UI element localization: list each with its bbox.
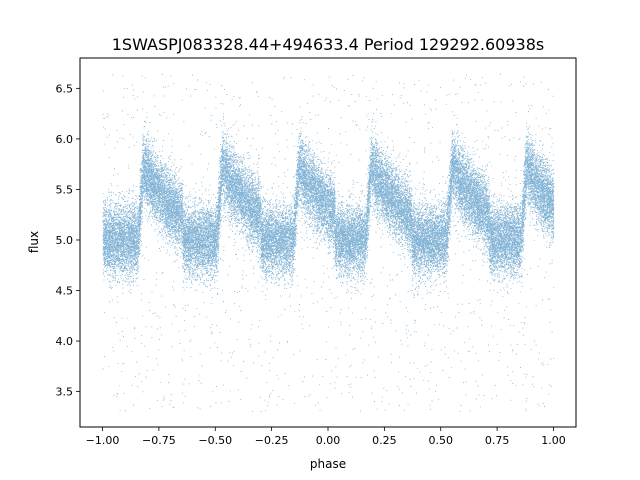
x-tick-label: 0.75 — [485, 434, 510, 447]
y-axis-ticks: 3.5 4.0 4.5 5.0 5.5 6.0 6.5 — [56, 82, 80, 399]
x-tick-label: −1.00 — [86, 434, 120, 447]
y-tick-label: 5.5 — [56, 183, 74, 196]
scatter-points — [102, 73, 555, 412]
y-axis-label: flux — [27, 231, 41, 253]
x-tick-label: −0.50 — [198, 434, 232, 447]
x-axis-label: phase — [310, 457, 346, 471]
x-tick-label: 0.00 — [316, 434, 341, 447]
y-tick-label: 5.0 — [56, 234, 74, 247]
y-tick-label: 6.0 — [56, 133, 74, 146]
y-tick-label: 4.5 — [56, 285, 74, 298]
data-point-cloud — [102, 73, 555, 412]
chart-title: 1SWASPJ083328.44+494633.4 Period 129292.… — [112, 35, 544, 54]
x-tick-label: 0.25 — [372, 434, 397, 447]
y-tick-label: 6.5 — [56, 82, 74, 95]
x-tick-label: 1.00 — [541, 434, 566, 447]
y-tick-label: 4.0 — [56, 335, 74, 348]
x-tick-label: −0.25 — [255, 434, 289, 447]
x-axis-ticks: −1.00 −0.75 −0.50 −0.25 0.00 0.25 0.50 0.75 1.00 — [86, 427, 566, 447]
y-tick-label: 3.5 — [56, 386, 74, 399]
x-tick-label: −0.75 — [142, 434, 176, 447]
x-tick-label: 0.50 — [428, 434, 453, 447]
